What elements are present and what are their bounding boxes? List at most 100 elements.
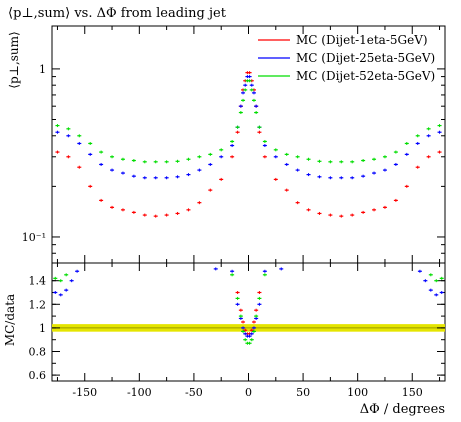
main-point-series-1	[317, 211, 322, 215]
ratio-point-series-3	[241, 329, 246, 333]
main-point-series-2	[230, 144, 235, 148]
ratio-point-series-3	[428, 273, 433, 277]
ratio-point-series-2	[247, 334, 252, 338]
ratio-point-series-2	[75, 269, 80, 273]
main-point-series-1	[372, 208, 377, 212]
main-point-series-1	[66, 155, 71, 159]
ratio-point-series-3	[58, 279, 63, 283]
main-point-series-2	[415, 141, 420, 145]
main-point-series-1	[295, 201, 300, 205]
ratio-point-series-3	[247, 341, 252, 345]
ratio-point-series-2	[251, 326, 256, 330]
ratio-point-series-2	[58, 293, 63, 297]
main-point-series-2	[382, 168, 387, 172]
main-point-series-1	[197, 201, 202, 205]
ratio-y-tick-label: 1.2	[29, 298, 47, 311]
ratio-point-series-3	[238, 314, 243, 318]
main-point-series-3	[361, 159, 366, 163]
ratio-point-series-3	[230, 273, 235, 277]
ratio-point-series-2	[257, 302, 262, 306]
main-point-series-2	[142, 176, 147, 180]
main-point-series-2	[254, 104, 259, 108]
main-point-series-2	[88, 152, 93, 156]
main-point-series-1	[164, 213, 169, 217]
ratio-point-series-3	[235, 296, 240, 300]
main-point-series-3	[120, 157, 125, 161]
main-point-series-3	[306, 157, 311, 161]
main-point-series-3	[249, 88, 254, 92]
main-point-series-2	[306, 173, 311, 177]
main-point-series-2	[247, 75, 252, 79]
main-point-series-2	[77, 141, 82, 145]
ratio-point-series-1	[238, 308, 243, 312]
ratio-panel: MC/data 0.6 0.8 1 1.2 1.4 -150 -100 -50 0 50 100 15…	[3, 262, 446, 417]
ratio-point-series-1	[251, 320, 256, 324]
main-point-series-2	[251, 91, 256, 95]
chart-title: ⟨p⊥,sum⟩ vs. ΔΦ from leading jet	[8, 6, 227, 21]
main-point-series-3	[284, 152, 289, 156]
main-point-series-3	[273, 148, 278, 152]
main-point-series-2	[295, 168, 300, 172]
ratio-point-series-3	[434, 279, 439, 283]
main-point-series-3	[66, 127, 71, 131]
main-point-series-3	[437, 124, 442, 128]
main-point-series-2	[328, 176, 333, 180]
main-point-series-2	[186, 173, 191, 177]
ratio-point-series-3	[257, 296, 262, 300]
main-point-series-3	[131, 159, 136, 163]
ratio-point-series-2	[423, 279, 428, 283]
main-point-series-3	[295, 155, 300, 159]
main-point-series-3	[164, 160, 169, 164]
main-point-series-2	[208, 162, 213, 166]
main-point-series-1	[153, 214, 158, 218]
ratio-point-series-2	[279, 267, 284, 271]
ratio-ticks: 0.6 0.8 1 1.2 1.4 -150 -100 -50 0 50 100 150	[29, 263, 445, 399]
ratio-point-series-1	[243, 328, 248, 332]
main-point-series-1	[88, 184, 93, 188]
legend: MC (Dijet-1eta-5GeV) MC (Dijet-25eta-5Ge…	[258, 33, 435, 83]
main-point-series-2	[197, 168, 202, 172]
main-point-series-1	[262, 155, 267, 159]
main-point-series-3	[404, 141, 409, 145]
main-point-series-2	[153, 176, 158, 180]
main-data-points	[55, 71, 442, 218]
main-point-series-3	[426, 127, 431, 131]
main-point-series-3	[251, 98, 256, 102]
main-point-series-1	[55, 150, 60, 154]
main-point-series-3	[110, 155, 115, 159]
ratio-point-series-2	[243, 332, 248, 336]
ratio-y-tick-label: 0.6	[29, 369, 47, 382]
main-point-series-3	[350, 160, 355, 164]
main-point-series-2	[238, 104, 243, 108]
main-point-series-1	[306, 208, 311, 212]
ratio-point-series-1	[254, 308, 259, 312]
ratio-point-series-2	[241, 326, 246, 330]
main-point-series-3	[243, 88, 248, 92]
main-point-series-1	[247, 71, 252, 75]
main-point-series-3	[186, 157, 191, 161]
ratio-point-series-3	[64, 273, 69, 277]
ratio-point-series-2	[434, 293, 439, 297]
main-point-series-1	[131, 210, 136, 214]
legend-label-series-2: MC (Dijet-25eta-5GeV)	[296, 51, 435, 65]
main-point-series-2	[219, 155, 224, 159]
main-point-series-3	[230, 139, 235, 143]
main-point-series-1	[230, 155, 235, 159]
ratio-point-series-3	[262, 273, 267, 277]
main-point-series-3	[208, 152, 213, 156]
main-point-series-1	[219, 177, 224, 181]
main-point-series-3	[247, 79, 252, 83]
ratio-point-series-2	[69, 279, 74, 283]
main-point-series-3	[262, 139, 267, 143]
main-y-tick-label: 10⁻¹	[22, 231, 46, 244]
main-point-series-3	[77, 134, 82, 138]
x-tick-label: 0	[245, 386, 252, 399]
main-point-series-1	[382, 205, 387, 209]
main-y-ticks: 1 10⁻¹	[22, 26, 445, 264]
main-point-series-1	[110, 205, 115, 209]
main-point-series-1	[99, 198, 104, 202]
main-point-series-2	[131, 174, 136, 178]
main-point-series-2	[110, 168, 115, 172]
main-y-axis-label: ⟨p⊥,sum⟩	[7, 31, 21, 88]
